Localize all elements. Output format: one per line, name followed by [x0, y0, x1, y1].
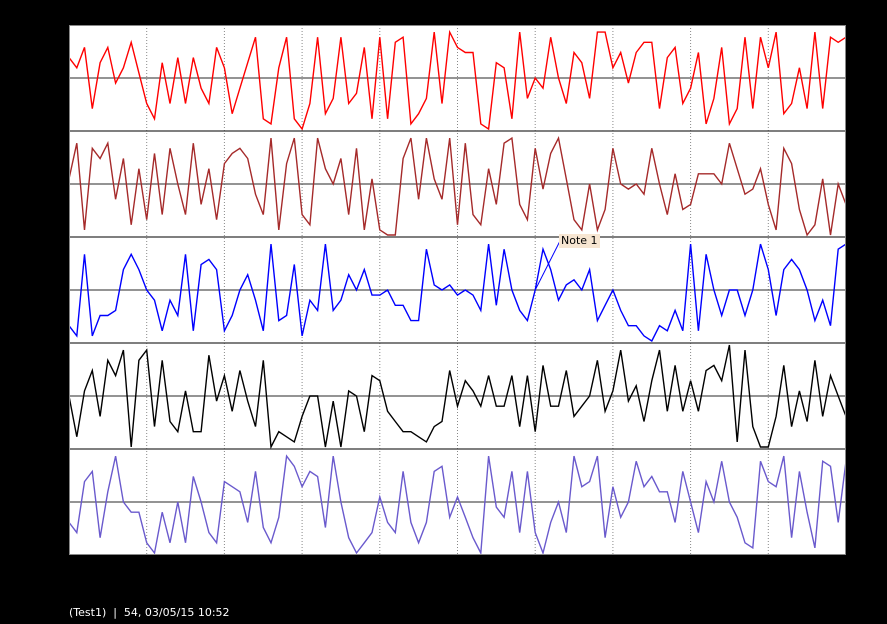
annotation-leader-line: [534, 240, 561, 291]
plot-border: [69, 25, 846, 555]
status-bar-text: (Test1) | 54, 03/05/15 10:52: [69, 606, 230, 619]
annotation-note-1[interactable]: Note 1: [559, 234, 600, 248]
chart-canvas: [69, 25, 846, 555]
stacked-line-chart[interactable]: Note 1: [69, 25, 846, 555]
series-line-2[interactable]: [69, 135, 846, 237]
series-line-4[interactable]: [69, 344, 846, 450]
series-line-3[interactable]: [69, 243, 846, 343]
series-line-1[interactable]: [69, 29, 846, 131]
series-line-5[interactable]: [69, 454, 846, 555]
